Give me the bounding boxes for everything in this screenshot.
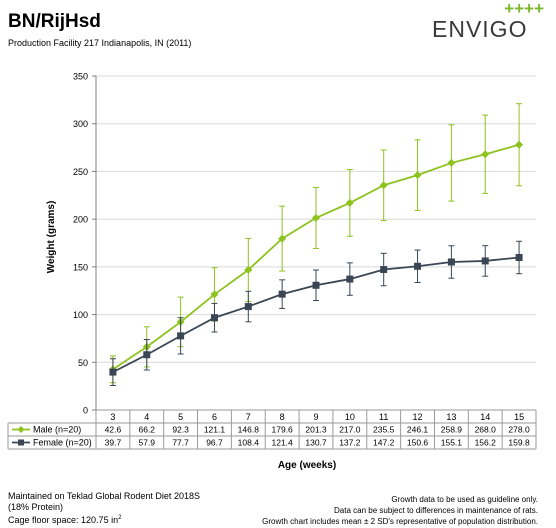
data-label: 147.2 xyxy=(373,438,395,448)
data-label: 137.2 xyxy=(339,438,361,448)
data-label: 159.8 xyxy=(508,438,530,448)
disclaimer-notes: Growth data to be used as guideline only… xyxy=(262,494,538,527)
y-tick-label: 50 xyxy=(78,358,88,368)
data-label: 201.3 xyxy=(305,425,327,435)
x-tick-label: 12 xyxy=(413,412,423,422)
female-data-point xyxy=(109,368,117,376)
diet-line-2: (18% Protein) xyxy=(8,502,64,512)
y-tick-label: 100 xyxy=(73,310,88,320)
female-data-point xyxy=(177,332,185,340)
x-tick-label: 6 xyxy=(212,412,217,422)
female-data-point xyxy=(481,257,489,265)
data-label: 130.7 xyxy=(305,438,327,448)
x-tick-label: 5 xyxy=(178,412,183,422)
data-label: 92.3 xyxy=(172,425,189,435)
data-label: 235.5 xyxy=(373,425,395,435)
data-label: 246.1 xyxy=(407,425,429,435)
y-tick-label: 200 xyxy=(73,215,88,225)
y-tick-labels: 0 50 100 150 200 250 300 350 xyxy=(73,72,88,416)
data-table: 3 4 5 6 7 8 9 10 11 12 13 14 15 Male (n=20) 42.6 66.2 92… xyxy=(7,409,537,450)
male-data-point xyxy=(345,198,354,207)
cage-space-line: Cage floor space: 120.75 in2 xyxy=(8,513,200,526)
y-axis-label: Weight (grams) xyxy=(46,201,57,274)
data-label: 57.9 xyxy=(138,438,155,448)
data-label: 42.6 xyxy=(105,425,122,435)
legend-label: Female (n=20) xyxy=(33,438,92,448)
male-data-point xyxy=(278,234,287,243)
envigo-logo: ++++ ENVIGO xyxy=(430,0,550,44)
data-label: 108.4 xyxy=(238,438,260,448)
logo-wordmark: ENVIGO xyxy=(432,16,528,42)
male-data-point xyxy=(413,171,422,180)
male-data-point xyxy=(312,213,320,222)
data-label: 96.7 xyxy=(206,438,223,448)
data-label: 217.0 xyxy=(339,425,361,435)
y-tick-label: 0 xyxy=(83,406,88,416)
male-data-point xyxy=(379,181,388,190)
chart-series xyxy=(108,103,524,386)
female-data-point xyxy=(278,290,286,298)
data-label: 77.7 xyxy=(172,438,189,448)
y-tick-label: 250 xyxy=(73,167,88,177)
data-label: 146.8 xyxy=(238,425,260,435)
female-data-point xyxy=(414,262,422,270)
legend-marker-male xyxy=(17,426,25,433)
y-tick-label: 150 xyxy=(73,262,88,272)
x-tick-label: 8 xyxy=(280,412,285,422)
x-tick-label: 11 xyxy=(379,412,388,422)
female-data-point xyxy=(244,303,252,311)
data-label: 258.9 xyxy=(441,425,463,435)
female-data-point xyxy=(312,281,320,289)
x-tick-label: 3 xyxy=(110,412,115,422)
male-data-point xyxy=(210,290,219,299)
y-tick-label: 350 xyxy=(73,72,88,82)
logo-plus-marks: ++++ xyxy=(504,0,544,18)
data-label: 66.2 xyxy=(138,425,155,435)
x-tick-label: 15 xyxy=(514,412,524,422)
male-data-point xyxy=(447,158,456,167)
legend-label: Male (n=20) xyxy=(33,425,81,435)
cage-space-text: Cage floor space: 120.75 in xyxy=(8,515,119,525)
male-data-point xyxy=(515,140,524,149)
cage-space-unit-sup: 2 xyxy=(118,515,122,521)
data-label: 179.6 xyxy=(272,425,294,435)
data-label: 278.0 xyxy=(508,425,530,435)
female-data-point xyxy=(210,314,218,322)
female-data-point xyxy=(447,258,455,266)
data-label: 268.0 xyxy=(475,425,497,435)
legend-marker-female xyxy=(18,439,24,446)
diet-line-1: Maintained on Teklad Global Rodent Diet … xyxy=(8,491,200,501)
x-tick-label: 9 xyxy=(313,412,318,422)
diet-notes: Maintained on Teklad Global Rodent Diet … xyxy=(8,491,200,526)
x-tick-label: 7 xyxy=(246,412,251,422)
disclaimer-line-3: Growth chart includes mean ± 2 SD's repr… xyxy=(262,517,538,526)
male-data-point xyxy=(481,150,490,159)
y-tick-label: 300 xyxy=(73,119,88,129)
disclaimer-line-2: Data can be subject to differences in ma… xyxy=(334,506,538,515)
x-axis-label: Age (weeks) xyxy=(278,460,336,471)
male-data-point xyxy=(244,265,253,274)
female-data-point xyxy=(346,275,354,283)
chart-axes xyxy=(92,75,536,411)
x-tick-label: 13 xyxy=(446,412,456,422)
page-title: BN/RijHsd xyxy=(8,11,101,32)
data-label: 155.1 xyxy=(441,438,463,448)
x-tick-label: 14 xyxy=(480,412,490,422)
data-label: 39.7 xyxy=(105,438,122,448)
female-data-point xyxy=(380,266,388,274)
page-subtitle: Production Facility 217 Indianapolis, IN… xyxy=(8,38,192,48)
female-data-point xyxy=(515,254,523,262)
female-data-point xyxy=(143,351,151,359)
data-label: 156.2 xyxy=(475,438,497,448)
disclaimer-line-1: Growth data to be used as guideline only… xyxy=(391,495,538,504)
data-label: 121.4 xyxy=(272,438,294,448)
x-tick-label: 10 xyxy=(345,412,355,422)
series-line-male xyxy=(112,143,520,371)
data-label: 121.1 xyxy=(204,425,226,435)
data-label: 150.6 xyxy=(407,438,429,448)
x-tick-label: 4 xyxy=(144,412,149,422)
